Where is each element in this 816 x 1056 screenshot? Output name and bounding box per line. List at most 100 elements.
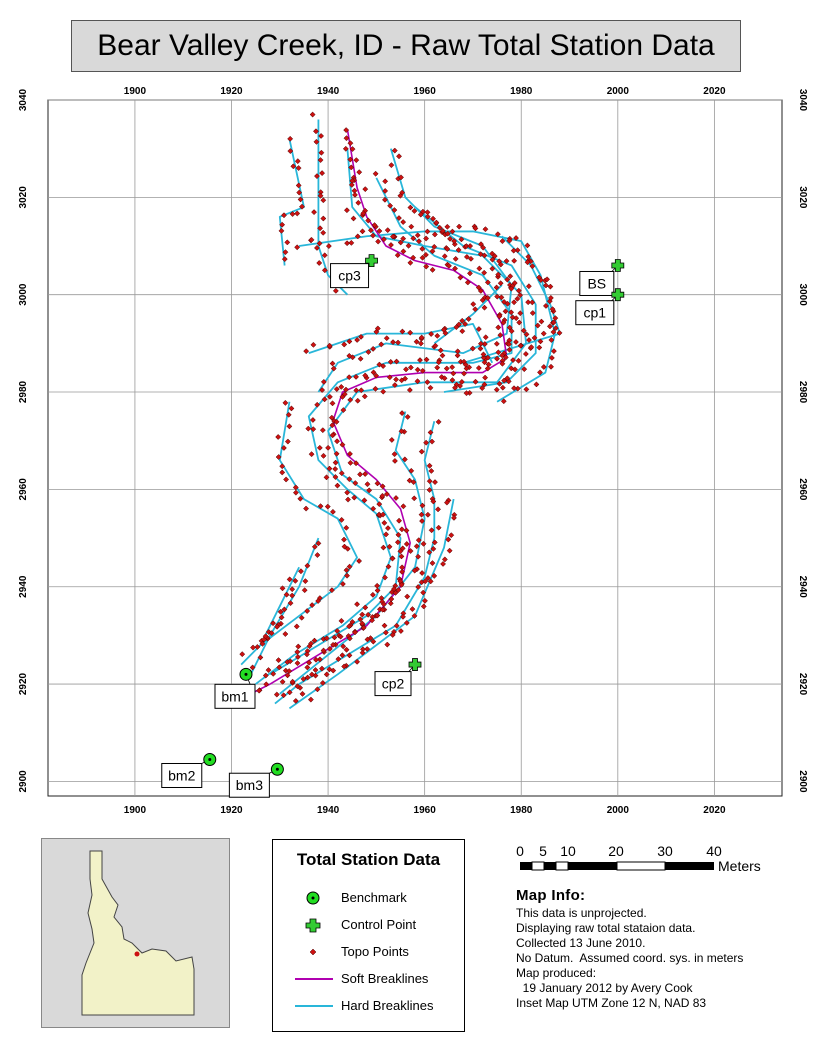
topo-point xyxy=(353,157,360,164)
topo-point xyxy=(480,351,487,358)
benchmark-bm3-label: bm3 xyxy=(236,777,263,793)
topo-point xyxy=(534,322,541,329)
topo-point xyxy=(315,540,322,547)
topo-point xyxy=(343,135,350,142)
topo-point xyxy=(388,436,395,443)
map-info-line: This data is unprojected. xyxy=(516,906,647,920)
legend-label-benchmark: Benchmark xyxy=(341,890,407,905)
topo-point xyxy=(499,352,506,359)
topo-point xyxy=(410,254,417,261)
topo-point xyxy=(401,456,408,463)
topo-point xyxy=(477,287,484,294)
scale-bar: 0 5 10 20 30 40 Meters xyxy=(516,843,761,874)
topo-point xyxy=(300,676,307,682)
topo-point xyxy=(527,258,534,265)
topo-point xyxy=(333,418,340,425)
topo-point xyxy=(353,373,359,380)
topo-point xyxy=(356,558,363,564)
topo-point xyxy=(330,641,337,648)
topo-point xyxy=(314,173,320,180)
topo-point xyxy=(346,352,353,359)
topo-point xyxy=(304,664,311,671)
topo-point xyxy=(528,344,535,351)
y-tick-label-left: 3000 xyxy=(18,283,29,306)
topo-point xyxy=(414,232,421,239)
topo-point xyxy=(317,192,324,199)
topo-point xyxy=(388,596,395,602)
topo-point xyxy=(431,572,438,579)
topo-point xyxy=(256,687,263,694)
topo-point xyxy=(457,274,464,281)
topo-point xyxy=(452,255,459,262)
topo-point xyxy=(329,400,336,407)
topo-point xyxy=(339,652,346,659)
topo-point xyxy=(496,313,503,320)
topo-point xyxy=(380,601,387,608)
hard-breakline xyxy=(308,322,494,364)
scale-unit: Meters xyxy=(718,858,761,874)
topo-point xyxy=(426,487,433,493)
benchmark-bm2-box xyxy=(161,762,203,788)
legend-row-benchmark: Benchmark xyxy=(273,887,464,909)
legend-label-soft-breaklines: Soft Breaklines xyxy=(341,971,429,986)
topo-point xyxy=(380,511,386,518)
topo-point xyxy=(431,231,438,238)
y-tick-label-right: 2960 xyxy=(797,478,808,501)
topo-point xyxy=(382,574,388,581)
topo-point xyxy=(414,378,421,385)
topo-point xyxy=(409,606,416,613)
topo-point xyxy=(294,683,301,690)
benchmark-bm1-box xyxy=(214,683,256,709)
topo-point xyxy=(393,622,400,629)
topo-point xyxy=(424,379,431,386)
topo-point xyxy=(385,563,392,570)
topo-point xyxy=(397,239,404,246)
topo-point xyxy=(344,240,351,247)
topo-point xyxy=(349,146,356,152)
topo-point xyxy=(431,539,438,546)
topo-point xyxy=(463,390,470,397)
topo-point xyxy=(390,339,396,346)
topo-point xyxy=(293,623,300,630)
hard-breakline-symbol xyxy=(295,1005,333,1007)
topo-points-layer xyxy=(239,111,563,704)
topo-point xyxy=(472,378,479,385)
legend-row-soft-breaklines: Soft Breaklines xyxy=(273,968,464,990)
topo-point xyxy=(249,664,256,671)
topo-point xyxy=(413,338,420,345)
topo-point xyxy=(542,302,549,309)
topo-point xyxy=(387,358,394,365)
topo-point xyxy=(289,678,296,685)
topo-point xyxy=(494,355,501,362)
map-info-line: Inset Map UTM Zone 12 N, NAD 83 xyxy=(516,996,707,1010)
topo-point xyxy=(334,628,341,634)
topo-point xyxy=(388,242,394,248)
topo-point xyxy=(308,236,315,243)
topo-point xyxy=(404,593,411,600)
topo-point xyxy=(397,628,404,634)
topo-point xyxy=(354,337,361,343)
topo-point xyxy=(370,505,377,512)
topo-point xyxy=(276,664,283,671)
topo-point xyxy=(320,229,327,236)
topo-point xyxy=(504,375,511,382)
topo-point xyxy=(507,273,514,280)
topo-point xyxy=(389,555,396,562)
topo-point xyxy=(297,196,304,203)
topo-point xyxy=(391,382,398,389)
topo-point xyxy=(279,678,286,685)
topo-point xyxy=(275,454,282,460)
topo-point xyxy=(523,386,530,393)
y-tick-label-left: 2920 xyxy=(18,672,29,695)
topo-point xyxy=(522,351,529,357)
topo-point xyxy=(427,429,434,436)
topo-point xyxy=(326,666,333,673)
topo-point xyxy=(373,372,380,379)
topo-point xyxy=(440,326,447,333)
topo-point xyxy=(370,638,377,645)
topo-point xyxy=(461,370,467,377)
topo-point xyxy=(496,258,503,265)
map-info-line: 19 January 2012 by Avery Cook xyxy=(516,981,693,995)
topo-point xyxy=(391,207,398,214)
